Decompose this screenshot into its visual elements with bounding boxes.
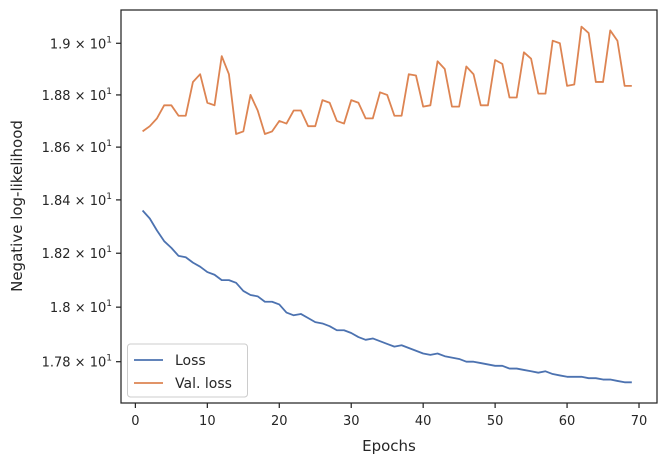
legend-label-loss: Loss bbox=[175, 353, 206, 369]
x-tick-label: 0 bbox=[131, 414, 139, 429]
y-tick-label: 1.86 × 101 bbox=[42, 139, 112, 156]
x-tick-label: 20 bbox=[271, 414, 288, 429]
x-axis-ticks: 0 10 20 30 40 50 60 70 bbox=[131, 403, 647, 429]
x-tick-label: 30 bbox=[343, 414, 360, 429]
y-axis-title: Negative log-likelihood bbox=[8, 120, 26, 292]
y-tick-label: 1.88 × 101 bbox=[42, 87, 112, 104]
x-tick-label: 60 bbox=[559, 414, 576, 429]
x-tick-label: 70 bbox=[631, 414, 648, 429]
y-tick-label: 1.8 × 101 bbox=[50, 299, 112, 316]
x-tick-label: 10 bbox=[199, 414, 216, 429]
y-tick-label: 1.84 × 101 bbox=[42, 192, 112, 209]
y-tick-label: 1.9 × 101 bbox=[50, 35, 112, 52]
series-line-val-loss bbox=[142, 25, 632, 135]
plot-area bbox=[121, 10, 657, 403]
x-tick-label: 40 bbox=[415, 414, 432, 429]
x-tick-label: 50 bbox=[487, 414, 504, 429]
legend: Loss Val. loss bbox=[127, 343, 248, 398]
y-axis-ticks: 1.78 × 101 1.8 × 101 1.82 × 101 1.84 × 101 1… bbox=[42, 35, 121, 371]
y-tick-label: 1.78 × 101 bbox=[42, 354, 112, 371]
plot-frame bbox=[120, 9, 658, 404]
series-line-loss bbox=[141, 209, 632, 384]
series-layer bbox=[141, 25, 632, 384]
x-axis-title: Epochs bbox=[362, 437, 416, 455]
legend-label-val-loss: Val. loss bbox=[175, 376, 232, 392]
y-tick-label: 1.82 × 101 bbox=[42, 245, 112, 262]
